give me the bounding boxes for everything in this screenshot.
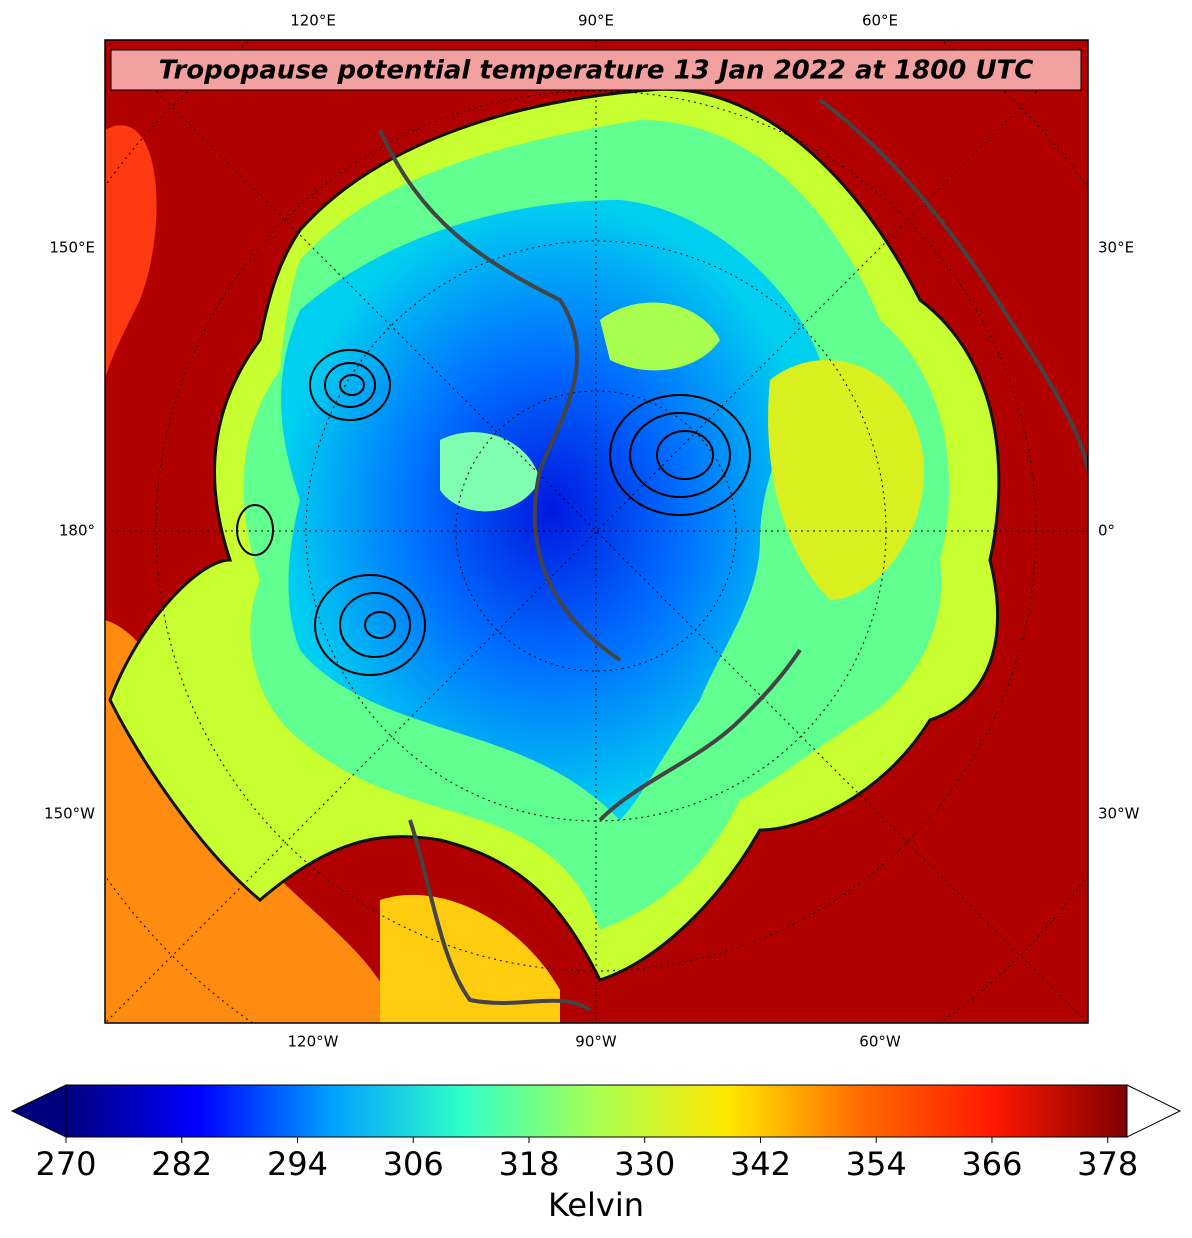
warm-blob <box>440 432 540 512</box>
lon-label: 0° <box>1098 522 1115 540</box>
lon-label: 90°E <box>578 12 614 30</box>
title: Tropopause potential temperature 13 Jan … <box>159 56 1034 86</box>
warm-blob <box>768 360 924 600</box>
lon-label: 150°E <box>49 239 95 257</box>
map <box>105 40 1088 1023</box>
title-box <box>110 49 1082 91</box>
colorbar-tick-label: 294 <box>267 1145 328 1183</box>
lon-label: 120°W <box>288 1033 339 1051</box>
colorbar-extend-high <box>1126 1084 1182 1138</box>
colorbar-tick-label: 354 <box>846 1145 907 1183</box>
colorbar-tick-label: 342 <box>730 1145 791 1183</box>
colorbar-label: Kelvin <box>548 1186 644 1224</box>
lon-label: 90°W <box>575 1033 617 1051</box>
lon-label: 120°E <box>290 12 336 30</box>
colorbar-tick-label: 270 <box>35 1145 96 1183</box>
warm-region <box>105 125 157 380</box>
lon-label: 60°E <box>862 12 898 30</box>
lon-label: 30°E <box>1098 239 1134 257</box>
colorbar-tick-label: 282 <box>151 1145 212 1183</box>
colorbar-tick-label: 378 <box>1077 1145 1138 1183</box>
warm-blob <box>600 302 720 371</box>
colorbar <box>66 1085 1127 1137</box>
graticule <box>105 40 1088 1023</box>
colorbar-tick-label: 330 <box>614 1145 675 1183</box>
lon-label: 150°W <box>44 805 95 823</box>
colorbar-tick-label: 318 <box>498 1145 559 1183</box>
lon-label: 30°W <box>1098 805 1140 823</box>
coastlines <box>378 98 1088 1012</box>
colorbar-frame <box>65 1084 1128 1138</box>
lon-label: 60°W <box>859 1033 901 1051</box>
map-frame <box>104 39 1089 1024</box>
colorbar-tick-label: 306 <box>383 1145 444 1183</box>
warm-region <box>380 894 560 1023</box>
colorbar-extend-low <box>10 1084 67 1138</box>
colorbar-tick-label: 366 <box>961 1145 1022 1183</box>
lon-label: 180° <box>59 522 95 540</box>
